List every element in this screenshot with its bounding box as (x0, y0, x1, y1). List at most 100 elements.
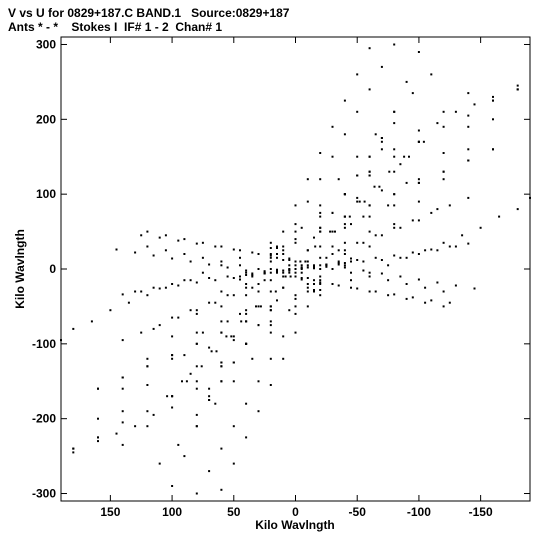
uv-point (467, 92, 470, 95)
data-points (60, 43, 531, 495)
uv-point (152, 413, 155, 416)
uv-point (288, 264, 291, 267)
uv-point (313, 264, 315, 267)
uv-point (181, 380, 183, 383)
uv-point (90, 320, 93, 323)
uv-point (430, 248, 433, 251)
uv-point (239, 275, 241, 278)
uv-point (257, 324, 260, 327)
uv-point (442, 152, 445, 154)
uv-point (282, 245, 285, 248)
uv-point (220, 361, 223, 364)
uv-point (245, 269, 248, 272)
uv-point (121, 443, 124, 446)
uv-point (319, 245, 322, 248)
uv-point (343, 193, 346, 196)
uv-point (152, 327, 155, 330)
uv-point (294, 241, 297, 244)
uv-point (201, 256, 204, 259)
uv-point (115, 248, 118, 251)
uv-point (516, 84, 519, 87)
uv-point (313, 289, 315, 291)
uv-point (387, 294, 390, 297)
uv-point (109, 309, 112, 312)
uv-point (220, 290, 223, 293)
uv-point (368, 155, 371, 158)
uv-point (121, 421, 124, 424)
uv-point (300, 278, 303, 281)
uv-point (319, 152, 322, 154)
uv-point (121, 410, 124, 413)
uv-point (171, 316, 174, 319)
uv-point (195, 242, 198, 245)
uv-point (225, 335, 228, 338)
uv-point (337, 178, 340, 181)
uv-point (232, 361, 235, 364)
uv-point (306, 266, 309, 269)
uv-point (304, 260, 307, 263)
uv-point (245, 271, 248, 274)
uv-point (214, 301, 217, 304)
uv-point (208, 387, 211, 390)
uv-point (387, 264, 390, 267)
uv-point (319, 289, 322, 291)
uv-point (251, 286, 254, 289)
uv-point (195, 309, 198, 312)
uv-point (436, 208, 439, 211)
uv-point (368, 88, 371, 91)
uv-point (239, 264, 241, 267)
uv-point (269, 241, 272, 244)
uv-point (294, 312, 297, 315)
uv-point (448, 301, 451, 304)
uv-point (276, 270, 278, 273)
uv-point (245, 294, 248, 297)
uv-point (97, 417, 99, 420)
uv-point (350, 271, 352, 274)
uv-point (294, 238, 297, 241)
uv-point (343, 262, 346, 264)
uv-point (368, 170, 371, 173)
uv-point (171, 257, 174, 260)
uv-point (411, 92, 414, 95)
uv-point (356, 259, 359, 261)
uv-point (115, 432, 118, 435)
uv-point (393, 110, 396, 113)
uv-point (405, 181, 408, 184)
uv-point (282, 335, 285, 338)
uv-point (343, 99, 346, 102)
uv-point (387, 204, 390, 207)
uv-point (158, 324, 161, 327)
y-tick-label: 0 (49, 262, 56, 276)
uv-point (393, 293, 396, 296)
uv-point (479, 226, 482, 229)
uv-point (430, 73, 433, 76)
uv-point (239, 256, 241, 259)
uv-point (442, 290, 445, 293)
uv-point (208, 399, 211, 401)
uv-point (146, 365, 149, 368)
uv-point (299, 260, 302, 263)
uv-point (325, 263, 328, 266)
uv-point (220, 488, 223, 491)
uv-point (399, 275, 402, 278)
uv-point (146, 410, 149, 413)
y-tick-label: -100 (32, 337, 56, 351)
uv-point (294, 264, 297, 267)
uv-point (294, 331, 297, 334)
uv-point (417, 219, 420, 222)
uv-point (461, 234, 464, 237)
uv-point (208, 470, 211, 473)
uv-point (380, 259, 383, 261)
uv-point (362, 241, 365, 244)
uv-point (417, 51, 420, 53)
uv-point (282, 271, 285, 274)
x-tick-label: -50 (349, 505, 367, 519)
uv-point (306, 249, 309, 252)
uv-point (121, 339, 124, 342)
uv-point (257, 380, 260, 383)
uv-point (467, 125, 470, 128)
uv-point (220, 331, 223, 334)
uv-point (269, 320, 272, 323)
uv-point (183, 354, 186, 357)
uv-point (269, 260, 272, 263)
